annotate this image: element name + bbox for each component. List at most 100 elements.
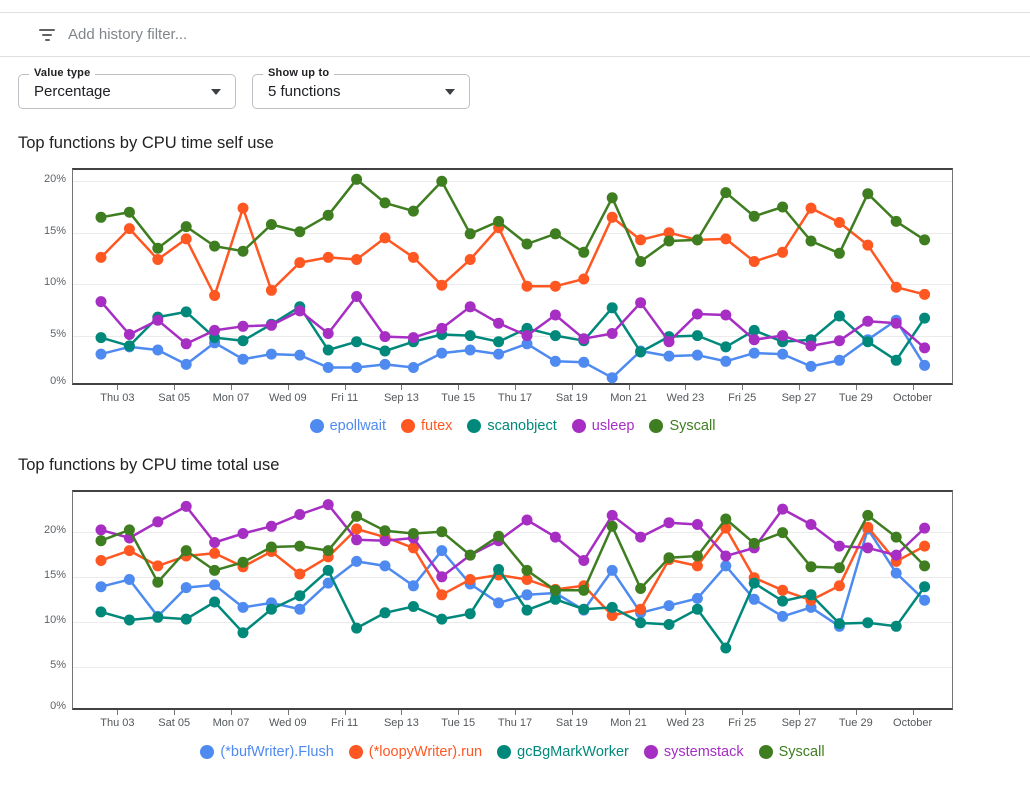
data-point-epollwait[interactable]	[663, 350, 675, 362]
data-point-epollwait[interactable]	[777, 348, 789, 360]
legend-item-scanobject[interactable]: scanobject	[467, 418, 557, 434]
data-point-systemstack[interactable]	[833, 540, 845, 552]
data-point-Syscall[interactable]	[351, 173, 363, 185]
data-point-epollwait[interactable]	[95, 348, 107, 360]
data-point-Syscall[interactable]	[379, 197, 391, 209]
show-up-to-select[interactable]: Show up to 5 functions	[252, 67, 470, 109]
data-point-(*bufWriter).Flush[interactable]	[521, 589, 533, 601]
data-point-Syscall[interactable]	[294, 540, 306, 552]
data-point-Syscall[interactable]	[805, 235, 817, 247]
data-point-usleep[interactable]	[351, 291, 363, 302]
data-point-Syscall[interactable]	[635, 256, 647, 267]
data-point-scanobject[interactable]	[464, 330, 476, 342]
legend-item-epollwait[interactable]: epollwait	[309, 418, 386, 434]
data-point-futex[interactable]	[805, 202, 817, 214]
data-point-usleep[interactable]	[294, 305, 306, 317]
data-point-systemstack[interactable]	[95, 524, 107, 536]
data-point-futex[interactable]	[578, 273, 590, 285]
data-point-futex[interactable]	[436, 279, 448, 291]
data-point-(*loopyWriter).run[interactable]	[95, 555, 107, 566]
data-point-gcBgMarkWorker[interactable]	[322, 564, 334, 576]
data-point-scanobject[interactable]	[833, 310, 845, 322]
data-point-Syscall[interactable]	[322, 209, 334, 221]
data-point-scanobject[interactable]	[691, 330, 703, 342]
data-point-epollwait[interactable]	[833, 354, 845, 366]
data-point-epollwait[interactable]	[805, 360, 817, 372]
data-point-systemstack[interactable]	[294, 509, 306, 520]
data-point-Syscall[interactable]	[265, 219, 277, 230]
data-point-Syscall[interactable]	[95, 535, 107, 547]
value-type-select[interactable]: Value type Percentage	[18, 67, 236, 109]
data-point-Syscall[interactable]	[549, 584, 561, 596]
data-point-systemstack[interactable]	[720, 550, 732, 562]
legend-item-gcBgMarkWorker[interactable]: gcBgMarkWorker	[497, 744, 629, 760]
data-point-futex[interactable]	[777, 246, 789, 258]
data-point-futex[interactable]	[294, 257, 306, 269]
data-point-systemstack[interactable]	[578, 555, 590, 566]
data-point-gcBgMarkWorker[interactable]	[578, 603, 590, 615]
data-point-(*bufWriter).Flush[interactable]	[720, 560, 732, 572]
data-point-gcBgMarkWorker[interactable]	[436, 613, 448, 625]
legend-item-(*loopyWriter).run[interactable]: (*loopyWriter).run	[348, 744, 482, 760]
data-point-(*bufWriter).Flush[interactable]	[493, 597, 505, 609]
data-point-epollwait[interactable]	[180, 358, 192, 370]
data-point-Syscall[interactable]	[748, 210, 760, 222]
data-point-Syscall[interactable]	[436, 175, 448, 187]
data-point-usleep[interactable]	[265, 319, 277, 331]
data-point-(*loopyWriter).run[interactable]	[294, 568, 306, 580]
data-point-futex[interactable]	[379, 232, 391, 244]
data-point-Syscall[interactable]	[123, 206, 135, 218]
data-point-Syscall[interactable]	[209, 564, 221, 576]
data-point-(*bufWriter).Flush[interactable]	[379, 560, 391, 572]
data-point-gcBgMarkWorker[interactable]	[180, 613, 192, 625]
data-point-Syscall[interactable]	[777, 527, 789, 539]
data-point-futex[interactable]	[123, 223, 135, 235]
data-point-systemstack[interactable]	[152, 516, 164, 528]
data-point-(*loopyWriter).run[interactable]	[407, 542, 419, 554]
data-point-(*loopyWriter).run[interactable]	[521, 574, 533, 585]
data-point-Syscall[interactable]	[549, 228, 561, 240]
data-point-Syscall[interactable]	[351, 510, 363, 522]
data-point-epollwait[interactable]	[294, 349, 306, 361]
data-point-systemstack[interactable]	[436, 571, 448, 583]
data-point-Syscall[interactable]	[180, 545, 192, 557]
data-point-(*loopyWriter).run[interactable]	[123, 545, 135, 557]
data-point-Syscall[interactable]	[578, 246, 590, 258]
data-point-gcBgMarkWorker[interactable]	[549, 593, 561, 605]
data-point-(*bufWriter).Flush[interactable]	[351, 555, 363, 567]
legend-item-usleep[interactable]: usleep	[571, 418, 634, 434]
data-point-futex[interactable]	[237, 202, 249, 214]
data-point-Syscall[interactable]	[748, 537, 760, 549]
data-point-Syscall[interactable]	[890, 215, 902, 227]
data-point-(*bufWriter).Flush[interactable]	[294, 603, 306, 615]
data-point-futex[interactable]	[890, 281, 902, 293]
data-point-(*loopyWriter).run[interactable]	[777, 584, 789, 596]
data-point-usleep[interactable]	[521, 330, 533, 342]
data-point-epollwait[interactable]	[436, 347, 448, 359]
data-point-systemstack[interactable]	[351, 534, 363, 546]
data-point-futex[interactable]	[464, 254, 476, 265]
data-point-gcBgMarkWorker[interactable]	[351, 622, 363, 634]
data-point-futex[interactable]	[549, 280, 561, 292]
data-point-Syscall[interactable]	[606, 520, 618, 532]
data-point-usleep[interactable]	[123, 329, 135, 340]
data-point-gcBgMarkWorker[interactable]	[606, 601, 618, 613]
data-point-scanobject[interactable]	[720, 341, 732, 353]
data-point-Syscall[interactable]	[919, 234, 931, 246]
data-point-epollwait[interactable]	[152, 344, 164, 356]
data-point-epollwait[interactable]	[748, 347, 760, 359]
data-point-Syscall[interactable]	[578, 584, 590, 596]
history-filter-bar[interactable]: Add history filter...	[0, 13, 1030, 56]
data-point-epollwait[interactable]	[521, 338, 533, 350]
data-point-gcBgMarkWorker[interactable]	[294, 590, 306, 602]
data-point-futex[interactable]	[663, 227, 675, 239]
data-point-(*bufWriter).Flush[interactable]	[237, 601, 249, 613]
data-point-futex[interactable]	[407, 251, 419, 263]
data-point-gcBgMarkWorker[interactable]	[209, 596, 221, 608]
data-point-systemstack[interactable]	[180, 500, 192, 512]
data-point-Syscall[interactable]	[521, 564, 533, 576]
data-point-gcBgMarkWorker[interactable]	[748, 577, 760, 589]
data-point-Syscall[interactable]	[833, 247, 845, 259]
data-point-systemstack[interactable]	[379, 535, 391, 547]
data-point-usleep[interactable]	[578, 333, 590, 345]
